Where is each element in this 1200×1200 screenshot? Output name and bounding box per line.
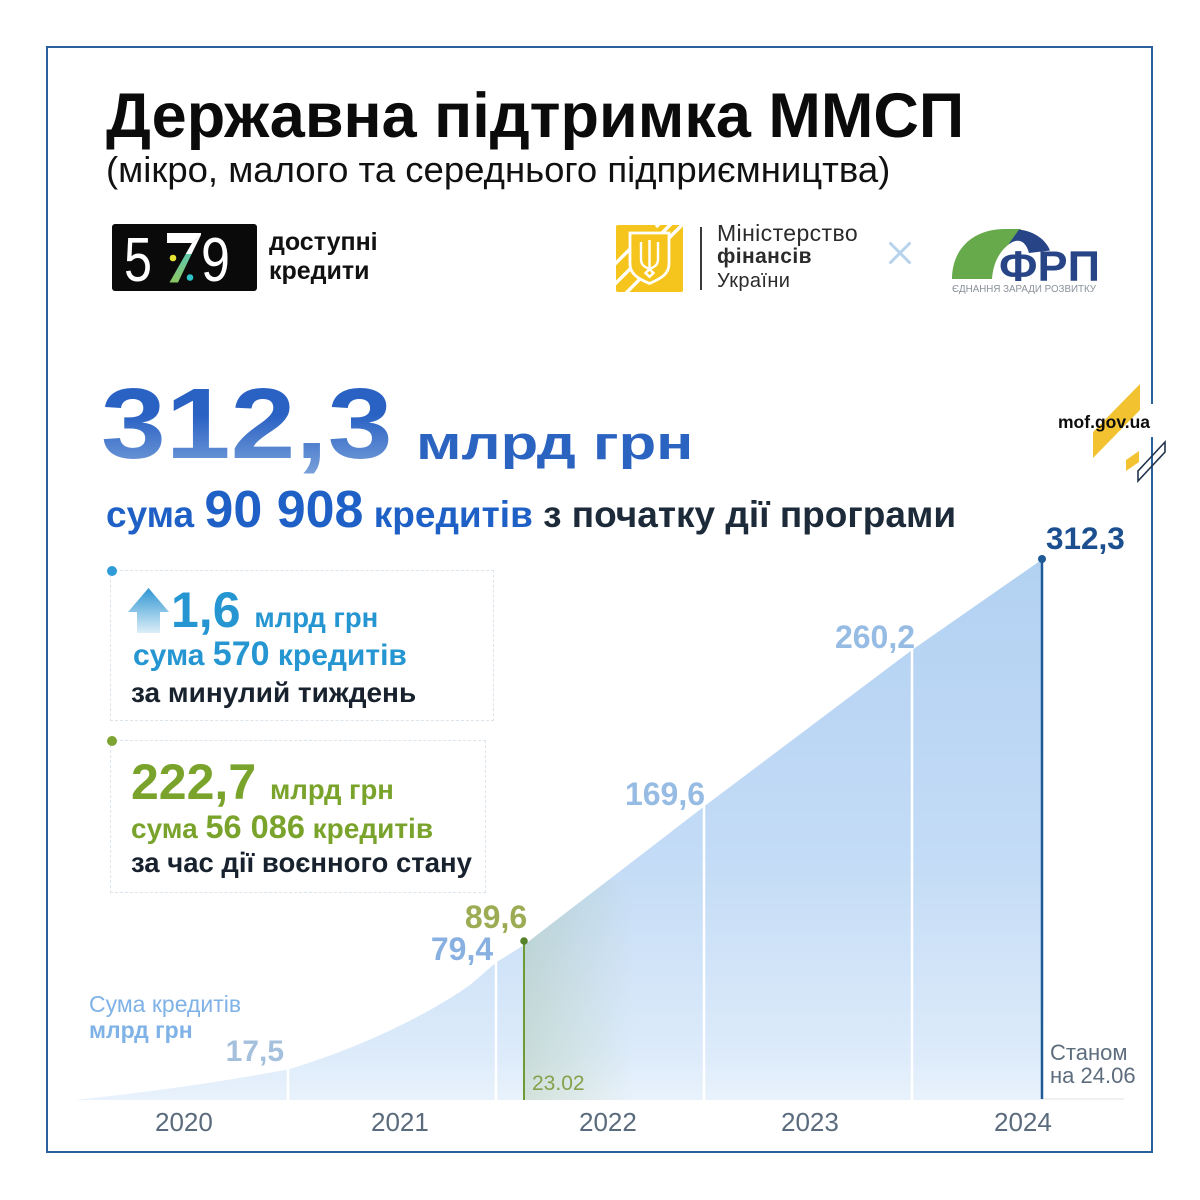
svg-text:5: 5 <box>124 226 152 291</box>
svg-text:ЄДНАННЯ ЗАРАДИ РОЗВИТКУ: ЄДНАННЯ ЗАРАДИ РОЗВИТКУ <box>952 284 1097 295</box>
svg-text:ФРП: ФРП <box>999 243 1100 291</box>
svg-text:9: 9 <box>201 226 230 291</box>
